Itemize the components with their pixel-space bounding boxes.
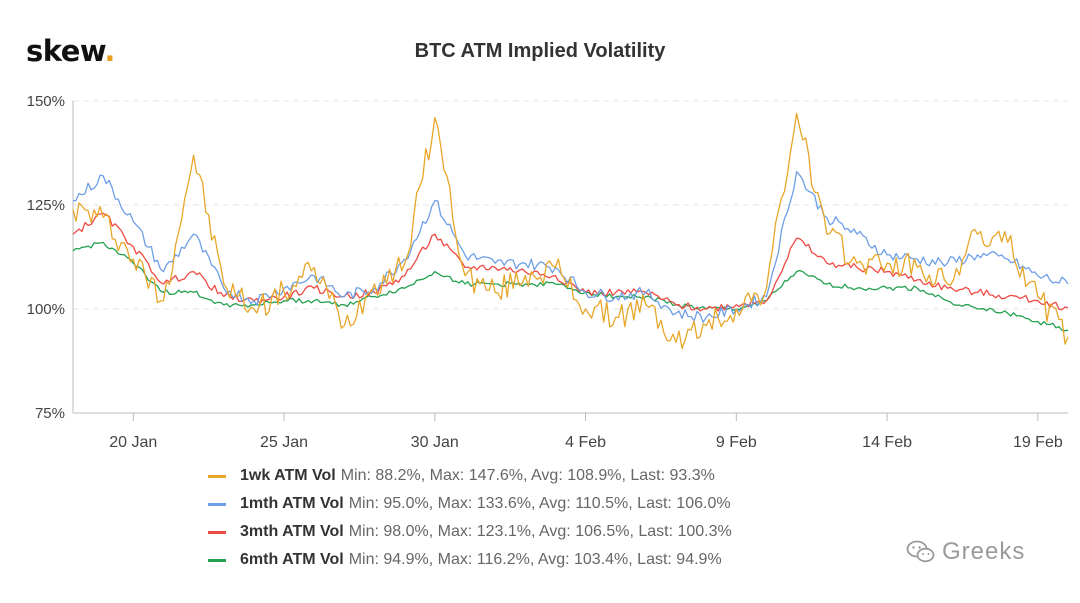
x-axis-tick-labels: 20 Jan 25 Jan 30 Jan 4 Feb 9 Feb 14 Feb 19 Feb — [109, 434, 1063, 451]
y-tick-label: 100% — [27, 301, 65, 318]
watermark: Greeks — [906, 538, 1025, 566]
legend-stats-6mth: Min: 94.9%, Max: 116.2%, Avg: 103.4%, La… — [348, 551, 722, 568]
grid-lines — [73, 100, 1068, 310]
x-tick-label: 4 Feb — [565, 434, 606, 451]
y-tick-label: 125% — [27, 197, 65, 214]
legend-swatch-1wk — [208, 474, 226, 478]
y-axis-tick-labels: 75% 100% 125% 150% — [27, 93, 65, 422]
legend-item-6mth[interactable]: 6mth ATM Vol Min: 94.9%, Max: 116.2%, Av… — [208, 546, 732, 574]
brand-dot: . — [104, 34, 115, 68]
brand-name: skew — [26, 34, 105, 68]
legend-swatch-1mth — [208, 502, 226, 506]
y-tick-label: 75% — [35, 405, 65, 422]
skew-logo: skew. — [26, 34, 115, 68]
axes — [72, 101, 1068, 421]
series-line-3mth — [72, 212, 1069, 312]
x-tick-label: 19 Feb — [1013, 434, 1063, 451]
legend-swatch-3mth — [208, 530, 226, 534]
legend-item-1mth[interactable]: 1mth ATM Vol Min: 95.0%, Max: 133.6%, Av… — [208, 490, 732, 518]
legend-swatch-6mth — [208, 558, 226, 562]
legend-name-6mth: 6mth ATM Vol — [240, 551, 344, 568]
x-tick-label: 14 Feb — [862, 434, 912, 451]
legend-name-1mth: 1mth ATM Vol — [240, 495, 344, 512]
legend-item-3mth[interactable]: 3mth ATM Vol Min: 98.0%, Max: 123.1%, Av… — [208, 518, 732, 546]
series-lines — [72, 112, 1069, 350]
y-tick-label: 150% — [27, 93, 65, 110]
wechat-icon — [906, 540, 935, 563]
series-line-1wk — [72, 112, 1069, 350]
x-tick-label: 20 Jan — [109, 434, 157, 451]
legend-stats-3mth: Min: 98.0%, Max: 123.1%, Avg: 106.5%, La… — [348, 523, 732, 540]
legend-stats-1mth: Min: 95.0%, Max: 133.6%, Avg: 110.5%, La… — [348, 495, 731, 512]
x-tick-label: 30 Jan — [411, 434, 459, 451]
legend-stats-1wk: Min: 88.2%, Max: 147.6%, Avg: 108.9%, La… — [340, 467, 715, 484]
x-tick-label: 9 Feb — [716, 434, 757, 451]
series-line-6mth — [72, 241, 1069, 332]
legend-item-1wk[interactable]: 1wk ATM Vol Min: 88.2%, Max: 147.6%, Avg… — [208, 462, 732, 490]
chart-legend: 1wk ATM Vol Min: 88.2%, Max: 147.6%, Avg… — [208, 462, 732, 574]
x-tick-label: 25 Jan — [260, 434, 308, 451]
chart-title: BTC ATM Implied Volatility — [414, 40, 666, 62]
watermark-text: Greeks — [942, 538, 1026, 565]
legend-name-1wk: 1wk ATM Vol — [240, 467, 336, 484]
legend-name-3mth: 3mth ATM Vol — [240, 523, 344, 540]
series-line-1mth — [72, 171, 1069, 323]
